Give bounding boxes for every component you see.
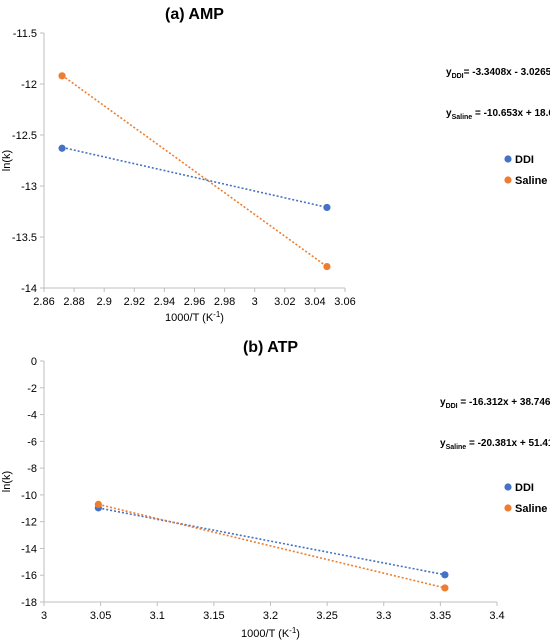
x-tick-label: 2.9 xyxy=(97,296,112,308)
legend-label-saline: Saline xyxy=(515,503,547,515)
x-tick-label: 3.1 xyxy=(150,610,165,622)
legend-label-saline: Saline xyxy=(515,175,547,187)
legend-marker-ddi xyxy=(504,483,512,491)
equation-subscript: Saline xyxy=(452,114,473,121)
x-tick-label: 3.2 xyxy=(263,610,278,622)
x-tick-label: 3.25 xyxy=(316,610,337,622)
x-axis-label-superscript: -1 xyxy=(213,310,221,319)
x-axis-label-close: ) xyxy=(296,628,300,640)
plot-area: 2.86 2.88 2.9 2.92 2.94 2.96 2.98 3 3.02 3.04 3.06… xyxy=(1,28,550,324)
x-axis-label: 1000/T (K-1) xyxy=(241,626,300,640)
y-tick-label: -2 xyxy=(27,383,37,395)
chart-title: (a) AMP xyxy=(165,6,224,23)
y-axis-label: ln(k) xyxy=(1,150,13,171)
x-tick-label: 2.92 xyxy=(124,296,145,308)
x-tick-label: 3.02 xyxy=(274,296,295,308)
x-tick-label: 2.94 xyxy=(154,296,175,308)
x-tick-label: 3.06 xyxy=(334,296,355,308)
panel-amp: (a) AMP 2.86 2.88 2.9 2.92 2.94 2.96 2.98 3 3.02… xyxy=(1,6,550,324)
point-saline xyxy=(58,72,66,80)
equation-subscript: Saline xyxy=(446,444,467,451)
x-tick-label: 3.4 xyxy=(489,610,504,622)
x-tick-label: 2.88 xyxy=(63,296,84,308)
equation-body: = -10.653x + 18.68 xyxy=(472,108,550,119)
legend-marker-saline xyxy=(504,176,512,184)
x-tick-label: 3.04 xyxy=(304,296,325,308)
x-tick-label: 3.35 xyxy=(430,610,451,622)
point-saline xyxy=(94,500,102,508)
y-tick-label: -18 xyxy=(21,597,37,609)
legend-marker-saline xyxy=(504,504,512,512)
point-saline xyxy=(441,584,449,592)
x-tick-label: 2.96 xyxy=(184,296,205,308)
equation-subscript: DDI xyxy=(452,73,464,80)
equation-saline: ySaline = -20.381x + 51.412 xyxy=(440,438,550,451)
equation-y: y xyxy=(440,438,446,449)
equation-saline: ySaline = -10.653x + 18.68 xyxy=(446,108,550,121)
y-tick-label: -16 xyxy=(21,570,37,582)
legend-marker-ddi xyxy=(504,155,512,163)
x-tick-label: 3 xyxy=(252,296,258,308)
y-tick-label: -14 xyxy=(21,543,37,555)
equation-body: = -3.3408x - 3.0265 xyxy=(464,67,550,78)
y-tick-label: -13 xyxy=(21,181,37,193)
equation-subscript: DDI xyxy=(446,403,458,410)
equation-body: = -16.312x + 38.746 xyxy=(458,397,550,408)
equation-y: y xyxy=(446,108,452,119)
y-tick-label: -10 xyxy=(21,490,37,502)
y-tick-label: -12 xyxy=(21,517,37,529)
trendline-ddi xyxy=(61,146,328,209)
equation-ddi: yDDI= -3.3408x - 3.0265 xyxy=(446,67,550,80)
y-axis-label: ln(k) xyxy=(1,471,13,492)
point-ddi xyxy=(58,144,66,152)
y-tick-label: -12 xyxy=(21,79,37,91)
plot-area: 3 3.05 3.1 3.15 3.2 3.25 3.3 3.35 3.4 0 -2 -4 -6 -8 -1… xyxy=(1,356,550,640)
y-tick-label: -8 xyxy=(27,463,37,475)
equation-y: y xyxy=(446,67,452,78)
equation-ddi: yDDI = -16.312x + 38.746 xyxy=(440,397,550,410)
panel-atp: (b) ATP 3 3.05 3.1 3.15 3.2 3.25 3.3 3.35 3.4 0 -2… xyxy=(1,339,550,640)
legend-label-ddi: DDI xyxy=(515,154,534,166)
y-tick-label: -4 xyxy=(27,410,37,422)
x-tick-label: 2.98 xyxy=(214,296,235,308)
x-tick-label: 2.86 xyxy=(33,296,54,308)
y-tick-label: -11.5 xyxy=(13,28,37,40)
trendline-ddi xyxy=(98,507,446,576)
equation-y: y xyxy=(440,397,446,408)
x-axis-label-text: 1000/T (K xyxy=(241,628,290,640)
trendline-saline xyxy=(61,74,328,268)
trendline-saline xyxy=(98,503,446,589)
x-axis-label: 1000/T (K-1) xyxy=(165,310,224,324)
x-tick-label: 3.15 xyxy=(203,610,224,622)
y-tick-label: -13.5 xyxy=(12,232,37,244)
y-tick-label: -6 xyxy=(27,436,37,448)
chart-title: (b) ATP xyxy=(243,339,298,356)
x-axis-label-text: 1000/T (K xyxy=(165,312,214,324)
y-tick-label: 0 xyxy=(31,356,37,368)
y-tick-label: -14 xyxy=(21,283,37,295)
x-tick-label: 3.3 xyxy=(376,610,391,622)
x-axis-label-close: ) xyxy=(220,312,224,324)
equation-body: = -20.381x + 51.412 xyxy=(466,438,550,449)
y-tick-label: -12.5 xyxy=(12,130,37,142)
x-tick-label: 3 xyxy=(41,610,47,622)
point-saline xyxy=(323,262,331,271)
point-ddi xyxy=(323,203,331,212)
legend-label-ddi: DDI xyxy=(515,482,534,494)
point-ddi xyxy=(441,571,449,579)
x-axis-label-superscript: -1 xyxy=(289,626,297,635)
x-tick-label: 3.05 xyxy=(90,610,111,622)
